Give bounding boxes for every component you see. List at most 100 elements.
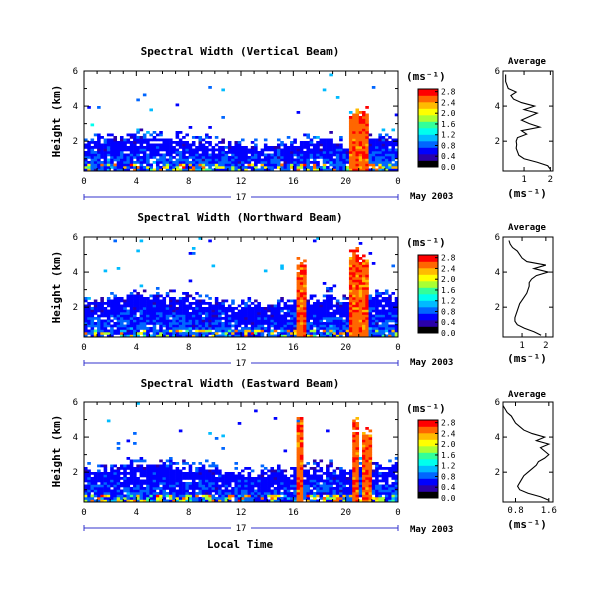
heatmap-cell [136, 499, 140, 503]
heatmap-cell [149, 133, 153, 137]
heatmap-cell [165, 314, 170, 318]
heatmap-cell [198, 141, 203, 144]
heatmap-cell [362, 254, 366, 258]
heatmap-cell [388, 324, 392, 328]
heatmap-cell [90, 484, 95, 488]
heatmap-cell [290, 156, 294, 159]
heatmap-cell [394, 487, 399, 490]
heatmap-cell [267, 327, 271, 330]
heatmap-cell [286, 477, 291, 480]
colorbar-segment [418, 459, 438, 466]
heatmap-cell [175, 469, 180, 473]
heatmap-cell [286, 151, 291, 154]
heatmap-cell [149, 302, 153, 305]
heatmap-cell [345, 153, 350, 157]
heatmap-cell [227, 166, 232, 169]
heatmap-cell [205, 459, 209, 463]
heatmap-cell [332, 479, 337, 483]
heatmap-cell [175, 482, 180, 485]
profile-frame [502, 236, 554, 338]
heatmap-cell [326, 302, 330, 305]
heatmap-cell [280, 299, 284, 303]
heatmap-cell [306, 146, 310, 149]
heatmap-cell [263, 312, 268, 315]
heatmap-cell [113, 487, 118, 490]
heatmap-cell [175, 317, 180, 320]
heatmap-cell [100, 161, 104, 164]
heatmap-cell [345, 482, 350, 485]
heatmap-cell [270, 499, 275, 503]
heatmap-cell [303, 319, 307, 323]
heatmap-cell [87, 322, 91, 325]
heatmap-cell [159, 332, 163, 335]
heatmap-cell [326, 464, 330, 468]
heatmap-cell [394, 467, 399, 470]
heatmap-cell [188, 166, 193, 169]
heatmap-cell [100, 492, 104, 495]
heatmap-cell [263, 479, 268, 483]
heatmap-cell [362, 487, 366, 490]
heatmap-cell [165, 294, 170, 298]
heatmap-cell [342, 482, 346, 485]
heatmap-cell [381, 474, 386, 478]
heatmap-cell [365, 287, 369, 290]
heatmap-cell [335, 151, 340, 154]
heatmap-cell [296, 457, 301, 460]
heatmap-cell [162, 312, 167, 315]
heatmap-cell [185, 492, 189, 495]
heatmap-cell [286, 146, 291, 149]
heatmap-cell [185, 148, 189, 152]
heatmap-cell [312, 334, 317, 338]
heatmap-cell [129, 322, 134, 325]
heatmap-cell [365, 136, 369, 139]
heatmap-cell [348, 262, 353, 265]
heatmap-cell [119, 156, 124, 159]
heatmap-cell [345, 322, 350, 325]
heatmap-cell [106, 146, 111, 149]
heatmap-cell [106, 309, 111, 313]
heatmap-cell [191, 156, 196, 159]
heatmap-cell [195, 314, 199, 318]
heatmap-cell [97, 334, 101, 338]
heatmap-cell [257, 499, 261, 503]
heatmap-cell [113, 136, 118, 139]
heatmap-cell [139, 148, 144, 152]
heatmap-cell [368, 459, 373, 463]
heatmap-cell [358, 312, 363, 315]
heatmap-cell [371, 492, 376, 495]
heatmap-cell [362, 312, 366, 315]
heatmap-cell [263, 492, 268, 495]
heatmap-cell [365, 158, 369, 162]
heatmap-cell [345, 324, 350, 328]
heatmap-cell [165, 329, 170, 333]
heatmap-cell [365, 141, 369, 144]
heatmap-cell [191, 141, 196, 144]
heatmap-cell [169, 299, 173, 303]
heatmap-cell [368, 133, 373, 137]
heatmap-cell [103, 484, 108, 488]
heatmap-cell [365, 497, 369, 500]
heatmap-cell [312, 143, 317, 147]
heatmap-cell [224, 474, 229, 478]
heatmap-cell [237, 324, 242, 328]
heatmap-cell [290, 487, 294, 490]
heatmap-cell [198, 489, 203, 493]
heatmap-cell [362, 439, 366, 443]
heatmap-cell [155, 307, 160, 310]
heatmap-cell [283, 146, 288, 149]
heatmap-cell [312, 302, 317, 305]
heatmap-cell [345, 319, 350, 323]
heatmap-cell [322, 88, 327, 92]
heatmap-cell [388, 472, 392, 475]
heatmap-cell [234, 166, 239, 169]
heatmap-cell [368, 429, 373, 433]
heatmap-cell [273, 487, 278, 490]
time-arrow: 17 [83, 358, 399, 369]
heatmap-cell [329, 332, 333, 335]
heatmap-cell [352, 459, 356, 463]
heatmap-cell [247, 497, 252, 500]
heatmap-cell [90, 161, 95, 164]
heatmap-cell [303, 479, 307, 483]
heatmap-cell [384, 314, 389, 318]
heatmap-cell [286, 482, 291, 485]
